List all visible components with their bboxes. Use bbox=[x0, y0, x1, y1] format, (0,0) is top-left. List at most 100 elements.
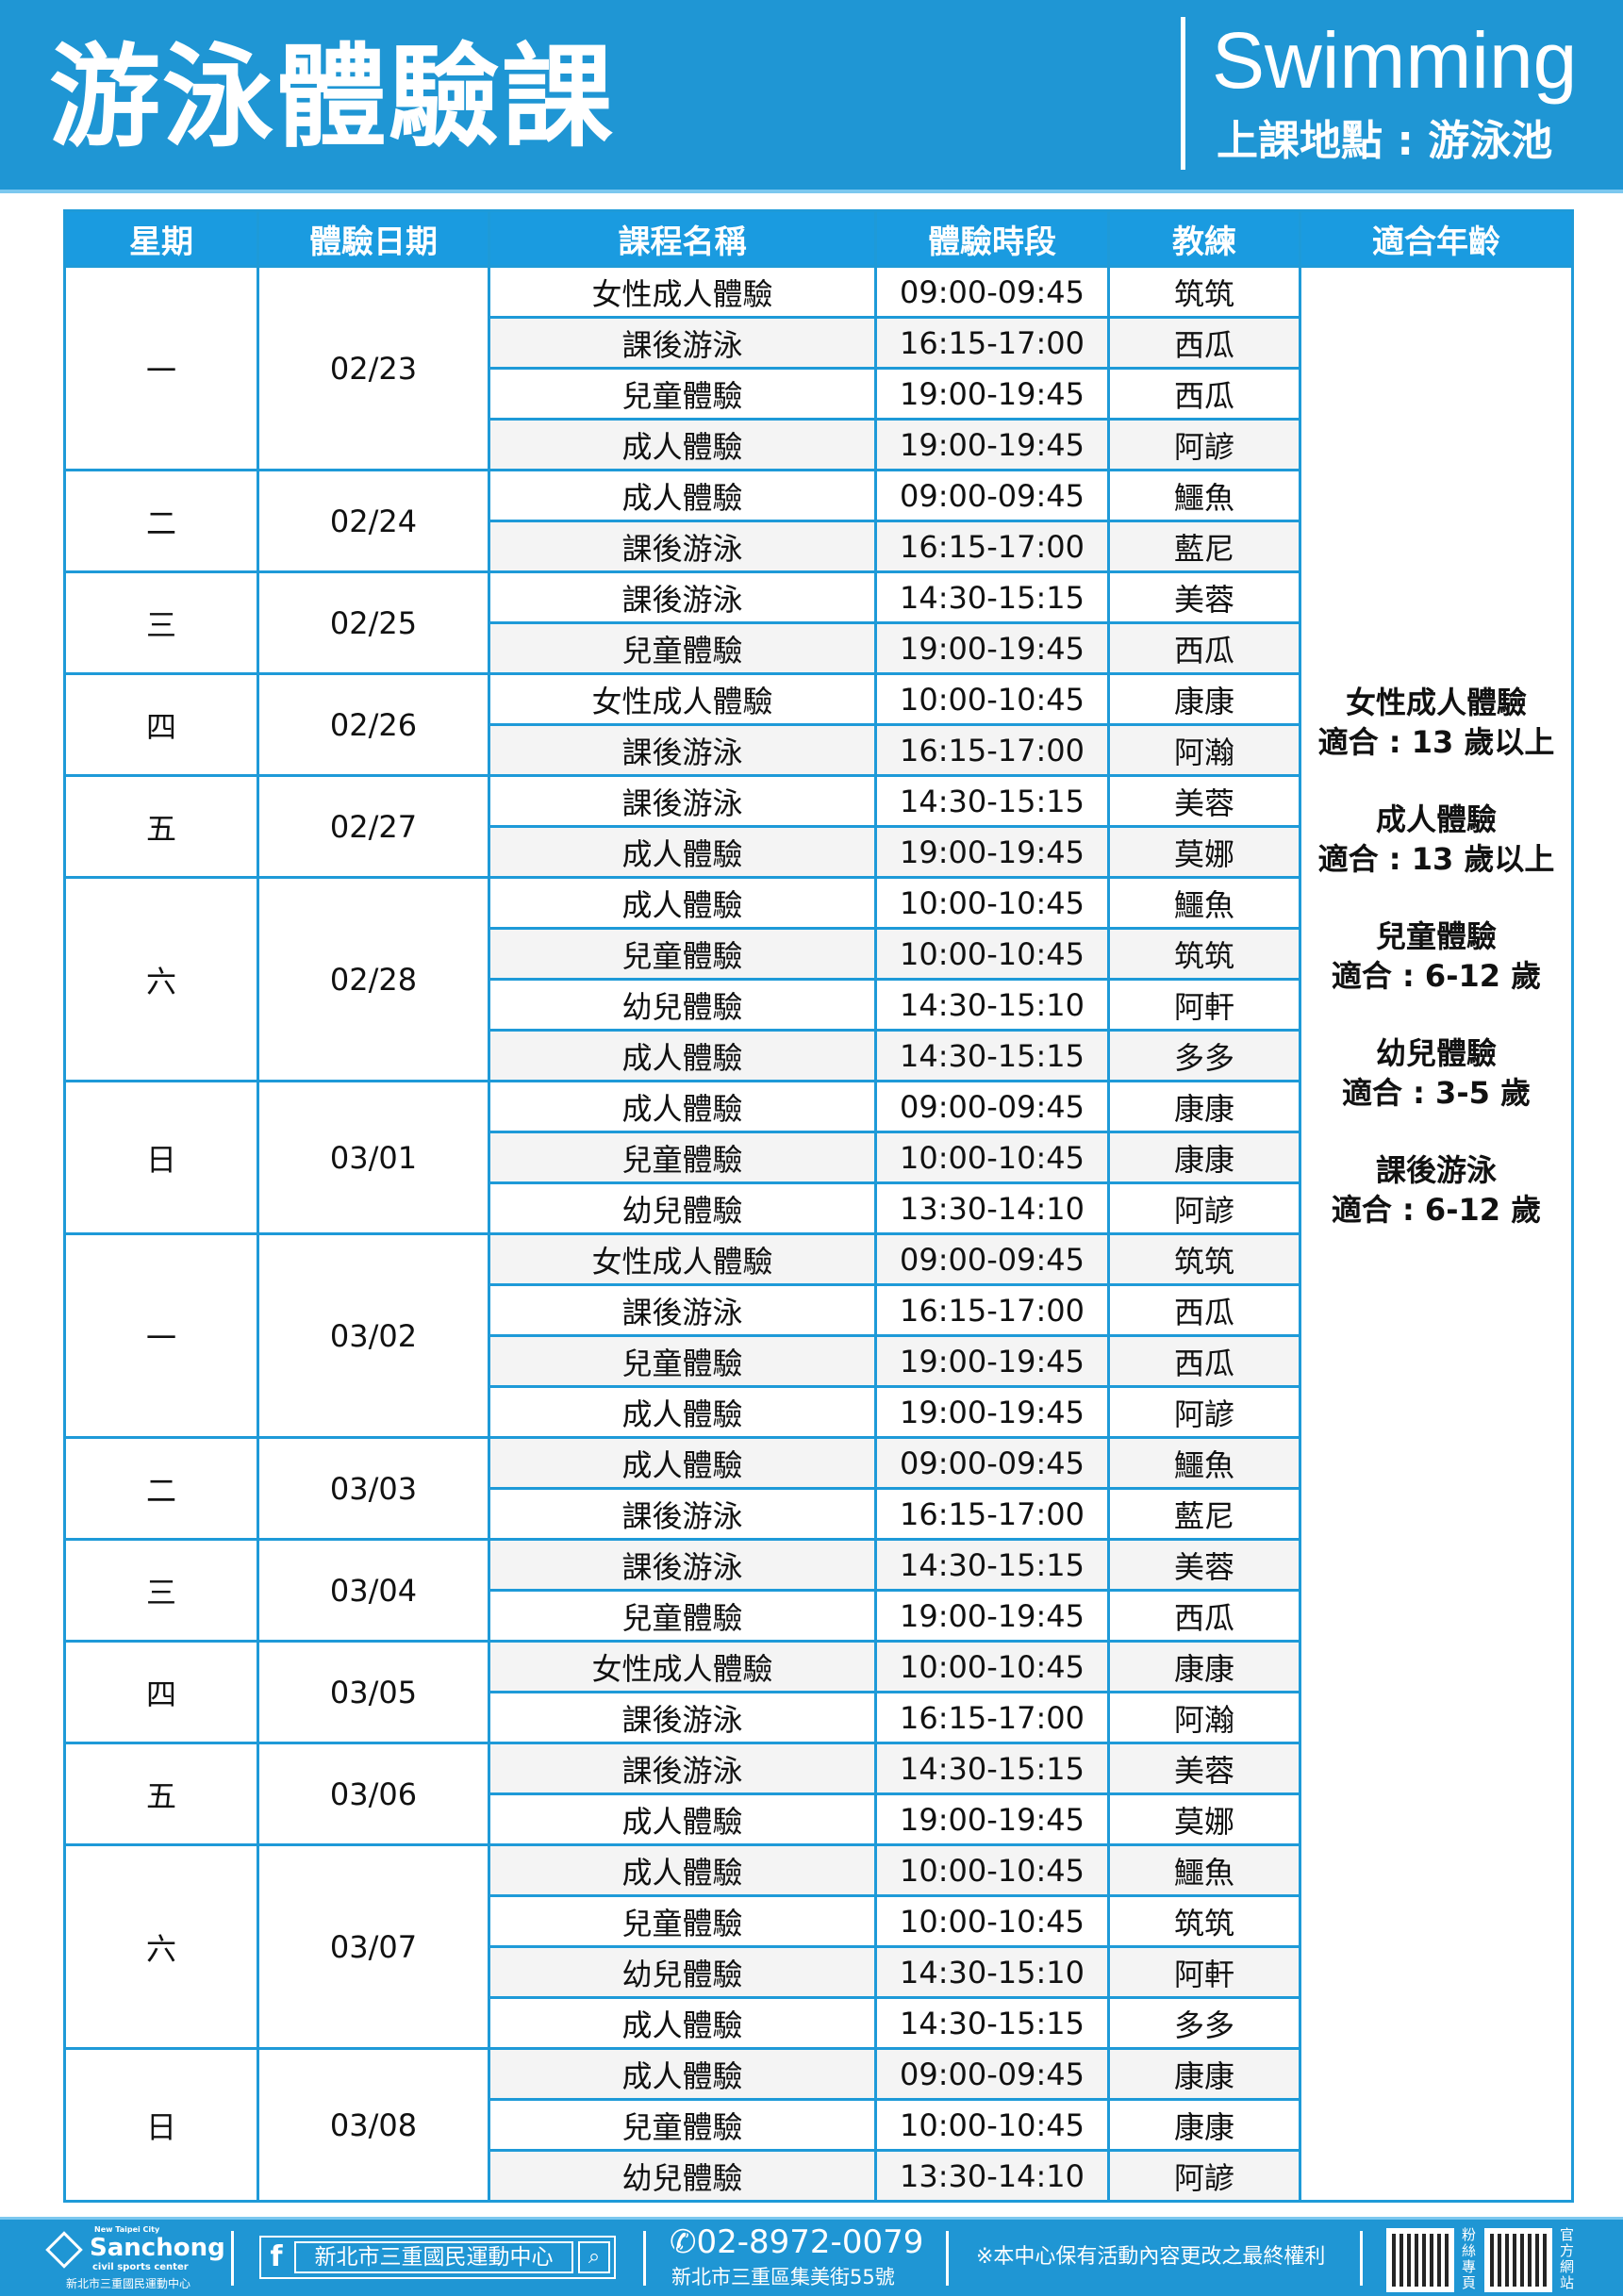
age-range: 適合 : 6-12 歲 bbox=[1331, 1192, 1542, 1228]
time-cell: 10:00-10:45 bbox=[874, 2098, 1110, 2152]
coach-cell: 美蓉 bbox=[1107, 570, 1301, 624]
time-cell: 16:15-17:00 bbox=[874, 1283, 1110, 1337]
address: 新北市三重區集美街55號 bbox=[671, 2266, 895, 2288]
coach-cell: 藍尼 bbox=[1107, 1487, 1301, 1541]
coach-cell: 阿諺 bbox=[1107, 2149, 1301, 2203]
coach-cell: 鱷魚 bbox=[1107, 469, 1301, 522]
course-cell: 兒童體驗 bbox=[488, 1894, 877, 1948]
page-title: 游泳體驗課 bbox=[49, 32, 616, 162]
age-range: 適合 : 13 歲以上 bbox=[1317, 841, 1555, 877]
day-cell: 二 bbox=[63, 469, 259, 573]
divider bbox=[946, 2231, 949, 2286]
coach-cell: 鱷魚 bbox=[1107, 1436, 1301, 1490]
age-course: 課後游泳 bbox=[1375, 1152, 1497, 1188]
course-cell: 成人體驗 bbox=[488, 1436, 877, 1490]
facebook-icon: f bbox=[270, 2240, 283, 2273]
course-cell: 女性成人體驗 bbox=[488, 265, 877, 319]
table-row: 四 02/26 女性成人體驗 10:00-10:45 康康 bbox=[63, 672, 1573, 777]
header-coach: 教練 bbox=[1107, 209, 1301, 268]
coach-cell: 鱷魚 bbox=[1107, 876, 1301, 930]
phone: ✆02-8972-0079 bbox=[670, 2223, 923, 2261]
time-cell: 16:15-17:00 bbox=[874, 723, 1110, 777]
qr-code-website[interactable] bbox=[1484, 2228, 1552, 2292]
time-cell: 19:00-19:45 bbox=[874, 1589, 1110, 1643]
time-cell: 09:00-09:45 bbox=[874, 2047, 1110, 2101]
date-cell: 03/01 bbox=[257, 1080, 490, 1235]
time-cell: 14:30-15:15 bbox=[874, 774, 1110, 828]
coach-cell: 康康 bbox=[1107, 672, 1301, 726]
coach-cell: 康康 bbox=[1107, 1080, 1301, 1133]
time-cell: 09:00-09:45 bbox=[874, 1080, 1110, 1133]
table-row: 成人體驗 19:00-19:45 莫娜 bbox=[65, 1792, 1573, 1846]
age-range: 適合 : 3-5 歲 bbox=[1341, 1075, 1532, 1111]
date-cell: 02/27 bbox=[257, 774, 490, 879]
table-row: 幼兒體驗 14:30-15:10 阿軒 bbox=[65, 978, 1573, 1032]
table-row: 成人體驗 19:00-19:45 莫娜 bbox=[65, 825, 1573, 879]
table-row: 幼兒體驗 14:30-15:10 阿軒 bbox=[65, 1945, 1573, 1999]
coach-cell: 阿諺 bbox=[1107, 418, 1301, 471]
time-cell: 14:30-15:15 bbox=[874, 1029, 1110, 1082]
time-cell: 14:30-15:15 bbox=[874, 1538, 1110, 1592]
table-row: 五 02/27 課後游泳 14:30-15:15 美蓉 bbox=[63, 774, 1573, 879]
time-cell: 14:30-15:10 bbox=[874, 1945, 1110, 1999]
day-cell: 四 bbox=[63, 672, 259, 777]
course-cell: 課後游泳 bbox=[488, 1691, 877, 1744]
time-cell: 19:00-19:45 bbox=[874, 825, 1110, 879]
logo-small-text: New Taipei City bbox=[94, 2225, 160, 2234]
coach-cell: 筑筑 bbox=[1107, 1894, 1301, 1948]
coach-cell: 筑筑 bbox=[1107, 1232, 1301, 1286]
table-row: 課後游泳 16:15-17:00 藍尼 bbox=[65, 1487, 1573, 1541]
header-age: 適合年齡 bbox=[1299, 209, 1574, 268]
table-row: 兒童體驗 19:00-19:45 西瓜 bbox=[65, 367, 1573, 421]
table-row: 一 02/23 女性成人體驗 09:00-09:45 筑筑 女性成人體驗 適合 : 13 歲… bbox=[63, 265, 1574, 2203]
time-cell: 19:00-19:45 bbox=[874, 418, 1110, 471]
time-cell: 14:30-15:15 bbox=[874, 1742, 1110, 1795]
table-row: 二 02/24 成人體驗 09:00-09:45 鱷魚 bbox=[63, 469, 1573, 573]
banner: 游泳體驗課 Swimming 上課地點 : 游泳池 bbox=[0, 0, 1623, 193]
logo-diamond-icon bbox=[45, 2231, 83, 2269]
day-cell: 六 bbox=[63, 876, 259, 1082]
coach-cell: 多多 bbox=[1107, 1029, 1301, 1082]
date-cell: 02/24 bbox=[257, 469, 490, 573]
course-cell: 成人體驗 bbox=[488, 418, 877, 471]
coach-cell: 藍尼 bbox=[1107, 520, 1301, 573]
logo-sub: civil sports center bbox=[92, 2262, 189, 2272]
time-cell: 19:00-19:45 bbox=[874, 1385, 1110, 1439]
time-cell: 19:00-19:45 bbox=[874, 1792, 1110, 1846]
age-group: 幼兒體驗 適合 : 3-5 歲 bbox=[1301, 1033, 1571, 1113]
date-cell: 03/08 bbox=[257, 2047, 490, 2203]
table-row: 二 03/03 成人體驗 09:00-09:45 鱷魚 bbox=[63, 1436, 1573, 1541]
facebook-page-name: 新北市三重國民運動中心 bbox=[294, 2241, 573, 2273]
course-cell: 幼兒體驗 bbox=[488, 1181, 877, 1235]
coach-cell: 康康 bbox=[1107, 2098, 1301, 2152]
coach-cell: 筑筑 bbox=[1107, 265, 1301, 319]
time-cell: 19:00-19:45 bbox=[874, 621, 1110, 675]
time-cell: 09:00-09:45 bbox=[874, 469, 1110, 522]
phone-number: 02-8972-0079 bbox=[696, 2223, 924, 2261]
course-cell: 課後游泳 bbox=[488, 1283, 877, 1337]
qr-label-fanpage: 粉絲專頁 bbox=[1462, 2226, 1477, 2291]
course-cell: 兒童體驗 bbox=[488, 2098, 877, 2152]
coach-cell: 鱷魚 bbox=[1107, 1843, 1301, 1897]
course-cell: 兒童體驗 bbox=[488, 621, 877, 675]
coach-cell: 阿瀚 bbox=[1107, 723, 1301, 777]
time-cell: 16:15-17:00 bbox=[874, 316, 1110, 370]
date-cell: 02/26 bbox=[257, 672, 490, 777]
course-cell: 課後游泳 bbox=[488, 316, 877, 370]
table-row: 幼兒體驗 13:30-14:10 阿諺 bbox=[65, 2149, 1573, 2203]
course-cell: 幼兒體驗 bbox=[488, 2149, 877, 2203]
table-row: 課後游泳 16:15-17:00 阿瀚 bbox=[65, 1691, 1573, 1744]
time-cell: 10:00-10:45 bbox=[874, 672, 1110, 726]
table-row: 六 03/07 成人體驗 10:00-10:45 鱷魚 bbox=[63, 1843, 1573, 2050]
facebook-search-box[interactable]: f 新北市三重國民運動中心 ⌕ bbox=[259, 2236, 616, 2279]
course-cell: 女性成人體驗 bbox=[488, 672, 877, 726]
table-row: 成人體驗 19:00-19:45 阿諺 bbox=[65, 418, 1573, 471]
qr-code-fanpage[interactable] bbox=[1386, 2228, 1454, 2292]
table-row: 幼兒體驗 13:30-14:10 阿諺 bbox=[65, 1181, 1573, 1235]
course-cell: 成人體驗 bbox=[488, 1029, 877, 1082]
divider bbox=[1181, 17, 1185, 170]
qr-label-website: 官方網站 bbox=[1560, 2226, 1575, 2291]
search-icon[interactable]: ⌕ bbox=[578, 2241, 610, 2273]
time-cell: 19:00-19:45 bbox=[874, 367, 1110, 421]
table-row: 兒童體驗 10:00-10:45 康康 bbox=[65, 1131, 1573, 1184]
